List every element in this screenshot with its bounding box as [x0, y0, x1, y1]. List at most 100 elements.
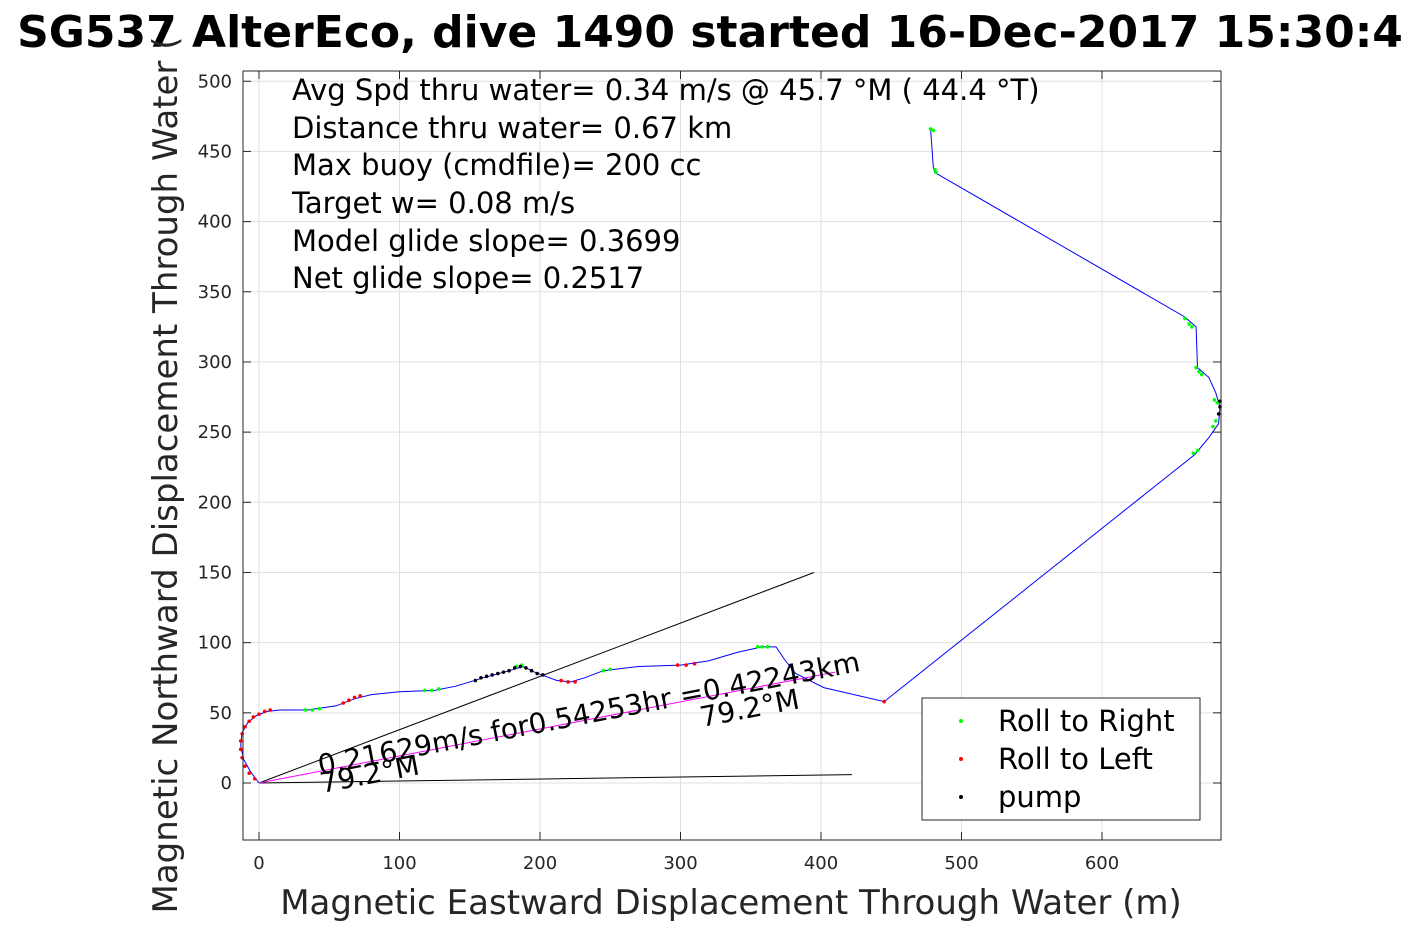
pump-point	[541, 673, 545, 677]
roll-right-point	[1199, 372, 1204, 377]
y-tick-label: 150	[198, 562, 232, 583]
x-tick-label: 300	[663, 853, 697, 874]
x-tick-label: 600	[1085, 853, 1119, 874]
legend-marker-pump	[959, 795, 963, 799]
legend-label: pump	[998, 780, 1081, 814]
roll-right-point	[1194, 365, 1198, 370]
roll-right-point	[601, 668, 606, 673]
legend-label: Roll to Left	[998, 742, 1153, 776]
roll-right-point	[1214, 419, 1218, 423]
roll-right-point	[1211, 424, 1215, 429]
roll-right-point	[1195, 448, 1200, 453]
roll-right-point	[317, 706, 322, 711]
info-line: Max buoy (cmdfile)= 200 cc	[292, 148, 701, 182]
markers	[238, 127, 1222, 781]
y-tick-label: 500	[198, 71, 232, 92]
grid	[243, 71, 1221, 840]
x-tick-label: 0	[253, 853, 264, 874]
x-tick-label: 400	[804, 853, 838, 874]
roll-left-point	[251, 715, 256, 719]
info-line: Avg Spd thru water= 0.34 m/s @ 45.7 °M (…	[292, 73, 1040, 107]
pump-point	[490, 673, 495, 677]
info-box: Avg Spd thru water= 0.34 m/s @ 45.7 °M (…	[291, 73, 1040, 295]
roll-left-point	[566, 680, 570, 684]
legend-box	[921, 697, 1201, 821]
roll-right-point	[1183, 316, 1187, 321]
roll-right-point	[1215, 400, 1220, 405]
reference-line	[258, 774, 852, 784]
roll-right-point	[1191, 451, 1196, 455]
roll-right-point	[765, 645, 770, 649]
info-line: Model glide slope= 0.3699	[292, 224, 680, 258]
roll-left-point	[262, 709, 267, 714]
roll-right-point	[1187, 322, 1191, 326]
pump-point	[512, 666, 517, 670]
pump-point	[473, 678, 478, 683]
roll-right-point	[430, 688, 434, 693]
pump-point	[501, 670, 506, 674]
roll-left-point	[352, 695, 357, 700]
roll-left-point	[684, 663, 688, 667]
roll-left-point	[675, 663, 680, 667]
pump-point	[524, 666, 528, 670]
x-tick-label: 200	[523, 853, 557, 874]
info-line: Target w= 0.08 m/s	[291, 186, 575, 220]
roll-right-point	[303, 708, 308, 712]
x-tick-label: 500	[944, 853, 978, 874]
roll-left-point	[268, 708, 273, 712]
pump-point	[496, 671, 500, 676]
x-axis-label: Magnetic Eastward Displacement Through W…	[280, 883, 1182, 923]
roll-left-point	[252, 776, 257, 781]
roll-left-point	[341, 701, 346, 705]
pump-point	[529, 668, 534, 673]
x-tick-label: 100	[382, 853, 416, 874]
roll-right-point	[934, 170, 939, 175]
y-tick-label: 0	[221, 773, 232, 794]
pump-point	[484, 674, 489, 679]
roll-left-point	[559, 678, 563, 683]
y-axis-label: Magnetic Northward Displacement Through …	[146, 37, 186, 914]
chart-title: SG537 AlterEco, dive 1490 started 16-Dec…	[17, 7, 1403, 58]
roll-right-point	[422, 688, 427, 693]
roll-right-point	[933, 167, 937, 172]
roll-right-point	[1190, 325, 1194, 329]
pump-point	[1216, 412, 1221, 416]
roll-left-point	[347, 698, 351, 702]
legend-marker-roll-right	[959, 719, 963, 723]
roll-right-point	[928, 127, 933, 131]
y-tick-label: 350	[198, 282, 232, 303]
roll-right-point	[931, 128, 936, 133]
y-tick-label: 200	[198, 492, 232, 513]
roll-left-point	[238, 747, 243, 752]
roll-left-point	[243, 764, 247, 768]
y-tick-label: 450	[198, 141, 232, 162]
roll-right-point	[310, 708, 315, 712]
reference-line	[258, 671, 836, 784]
y-tick-label: 400	[198, 212, 232, 233]
roll-left-point	[882, 699, 887, 704]
roll-left-point	[257, 712, 261, 717]
x-axis-ticks: 0 100 200 300 400 500 600	[253, 71, 1119, 874]
pump-point	[479, 675, 483, 680]
roll-left-point	[358, 694, 362, 698]
roll-left-point	[238, 739, 243, 743]
plot-frame	[242, 70, 1222, 841]
legend-label: Roll to Right	[998, 704, 1175, 738]
y-axis-ticks: 0 50 100 150 200 250 300 350 400 450 500	[198, 71, 1221, 794]
y-tick-label: 100	[198, 633, 232, 654]
y-tick-label: 50	[209, 703, 232, 724]
pump-point	[507, 668, 511, 673]
roll-right-point	[1212, 398, 1217, 402]
roll-right-point	[437, 687, 441, 691]
roll-left-point	[692, 661, 697, 666]
pump-point	[518, 664, 523, 669]
legend: Roll to Right Roll to Left pump	[921, 697, 1201, 821]
roll-left-point	[243, 725, 247, 729]
y-tick-label: 250	[198, 422, 232, 443]
roll-right-point	[608, 667, 613, 672]
reference-line	[258, 572, 815, 784]
reference-lines	[258, 572, 852, 784]
roll-right-point	[760, 645, 764, 649]
pump-point	[535, 671, 539, 676]
plot-border	[242, 70, 1222, 841]
